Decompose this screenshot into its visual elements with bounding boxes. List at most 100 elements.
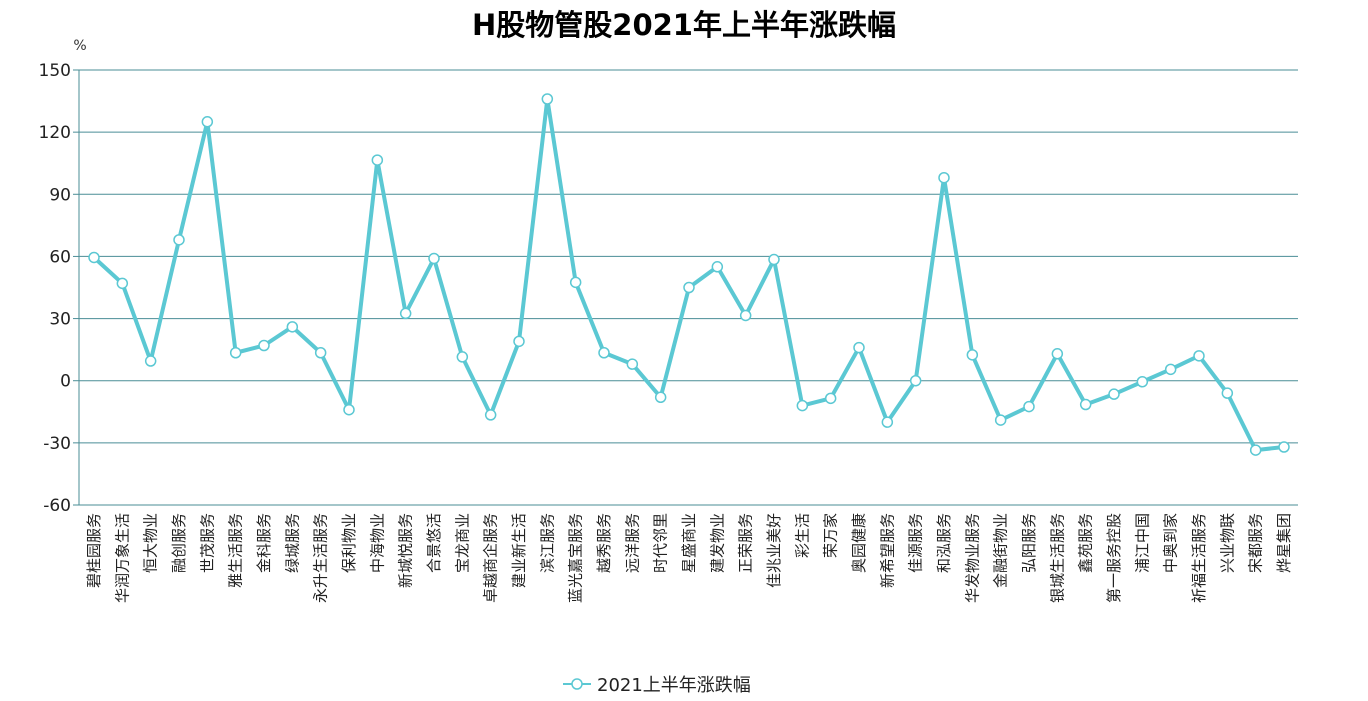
- data-point[interactable]: [1193, 350, 1205, 362]
- data-point[interactable]: [994, 414, 1007, 426]
- x-tick-label: 彩生活: [793, 513, 811, 558]
- x-tick-label: 新希望服务: [878, 513, 896, 588]
- chart-title: H股物管股2021年上半年涨跌幅: [472, 8, 896, 42]
- data-point[interactable]: [739, 309, 752, 322]
- x-tick-label: 蓝光嘉宝服务: [567, 513, 585, 603]
- x-tick-label: 华发物业服务: [963, 513, 981, 603]
- data-point[interactable]: [1079, 398, 1092, 411]
- data-point[interactable]: [966, 349, 979, 361]
- data-point[interactable]: [1136, 376, 1149, 388]
- data-point[interactable]: [853, 341, 865, 354]
- y-tick-label: -60: [43, 496, 71, 516]
- x-tick-label: 滨江服务: [538, 513, 556, 573]
- y-axis: %150 120 90 60 30 0 -30 -60: [39, 38, 87, 516]
- data-point[interactable]: [1278, 441, 1290, 453]
- x-tick-label: 弘阳服务: [1020, 513, 1038, 573]
- data-point[interactable]: [1108, 388, 1120, 400]
- legend: 2021上半年涨跌幅: [563, 675, 751, 696]
- data-point[interactable]: [1023, 400, 1035, 413]
- x-tick-label: 宝龙商业: [453, 513, 471, 573]
- data-point[interactable]: [1051, 348, 1064, 360]
- x-tick-label: 中海物业: [368, 513, 386, 573]
- data-point[interactable]: [484, 409, 497, 421]
- x-axis-labels: 碧桂园服务 华润万象生活 恒大物业 融创服务 世茂服务 雅生活服务 金科服务 绿城服务 永升生活…: [85, 513, 1293, 603]
- data-point[interactable]: [881, 416, 894, 428]
- data-point[interactable]: [569, 276, 582, 289]
- data-point[interactable]: [173, 234, 185, 246]
- x-tick-label: 华润万象生活: [113, 513, 131, 603]
- grid-lines: [79, 69, 1298, 506]
- data-point[interactable]: [456, 351, 469, 363]
- legend-marker: [571, 678, 583, 690]
- x-tick-label: 奥园健康: [850, 513, 868, 573]
- data-point[interactable]: [399, 307, 412, 320]
- x-tick-label: 恒大物业: [142, 513, 160, 573]
- data-point[interactable]: [116, 277, 129, 290]
- data-point[interactable]: [258, 339, 270, 352]
- data-point[interactable]: [1164, 363, 1177, 376]
- x-tick-label: 金科服务: [255, 513, 273, 573]
- data-point[interactable]: [909, 374, 922, 387]
- y-tick-label: 120: [39, 123, 71, 143]
- series-line: [92, 97, 1285, 453]
- data-point[interactable]: [314, 347, 327, 359]
- x-tick-label: 时代邻里: [652, 513, 670, 573]
- data-point[interactable]: [768, 253, 780, 266]
- y-tick-label: 60: [49, 247, 71, 267]
- x-tick-label: 卓越商企服务: [482, 513, 500, 603]
- data-point[interactable]: [824, 392, 837, 405]
- x-tick-label: 绿城服务: [283, 513, 301, 573]
- y-unit-label: %: [73, 38, 86, 54]
- x-tick-label: 合景悠活: [425, 513, 443, 573]
- x-tick-label: 融创服务: [170, 513, 188, 573]
- data-point[interactable]: [513, 335, 525, 348]
- x-tick-label: 新城悦服务: [397, 513, 415, 588]
- x-tick-label: 中奥到家: [1162, 513, 1180, 573]
- data-point[interactable]: [796, 399, 809, 412]
- x-tick-label: 第一服务控股: [1105, 513, 1123, 603]
- x-tick-label: 星盛商业: [680, 513, 698, 573]
- x-tick-label: 和泓服务: [935, 513, 953, 573]
- x-tick-label: 佳兆业美好: [765, 513, 783, 588]
- x-tick-label: 永升生活服务: [312, 513, 330, 603]
- y-tick-label: 90: [49, 185, 71, 205]
- x-tick-label: 碧桂园服务: [85, 513, 103, 588]
- data-point[interactable]: [938, 171, 950, 184]
- data-point[interactable]: [598, 347, 610, 359]
- data-point[interactable]: [201, 116, 214, 128]
- data-point[interactable]: [343, 403, 355, 416]
- data-point[interactable]: [428, 252, 440, 265]
- x-tick-label: 雅生活服务: [227, 513, 245, 588]
- data-point[interactable]: [626, 358, 639, 370]
- x-tick-label: 保利物业: [340, 513, 358, 573]
- x-tick-label: 建发物业: [708, 513, 726, 573]
- x-tick-label: 佳源服务: [907, 513, 925, 573]
- x-tick-label: 宋都服务: [1247, 513, 1265, 573]
- data-point[interactable]: [371, 154, 384, 166]
- x-tick-label: 金融街物业: [992, 513, 1010, 588]
- x-tick-label: 浦江中国: [1133, 513, 1151, 573]
- x-tick-label: 正荣服务: [737, 513, 755, 573]
- x-tick-label: 烨星集团: [1275, 513, 1293, 573]
- data-point[interactable]: [1249, 444, 1262, 456]
- data-point[interactable]: [1221, 387, 1234, 399]
- data-point[interactable]: [711, 261, 724, 273]
- x-tick-label: 世茂服务: [198, 513, 216, 573]
- data-point[interactable]: [286, 321, 299, 333]
- y-tick-label: 150: [39, 61, 71, 81]
- y-tick-label: 30: [49, 310, 71, 330]
- x-tick-label: 鑫苑服务: [1077, 513, 1095, 573]
- data-point[interactable]: [229, 347, 242, 359]
- data-point[interactable]: [88, 251, 100, 264]
- data-series: [88, 93, 1290, 456]
- data-point[interactable]: [144, 355, 157, 367]
- y-tick-label: 0: [60, 372, 71, 392]
- x-tick-label: 越秀服务: [595, 513, 613, 573]
- data-point[interactable]: [541, 93, 554, 105]
- data-point[interactable]: [654, 391, 667, 404]
- x-tick-label: 银城生活服务: [1048, 513, 1066, 603]
- legend-label[interactable]: 2021上半年涨跌幅: [597, 675, 751, 696]
- x-tick-label: 远洋服务: [623, 513, 641, 573]
- data-point[interactable]: [683, 281, 695, 294]
